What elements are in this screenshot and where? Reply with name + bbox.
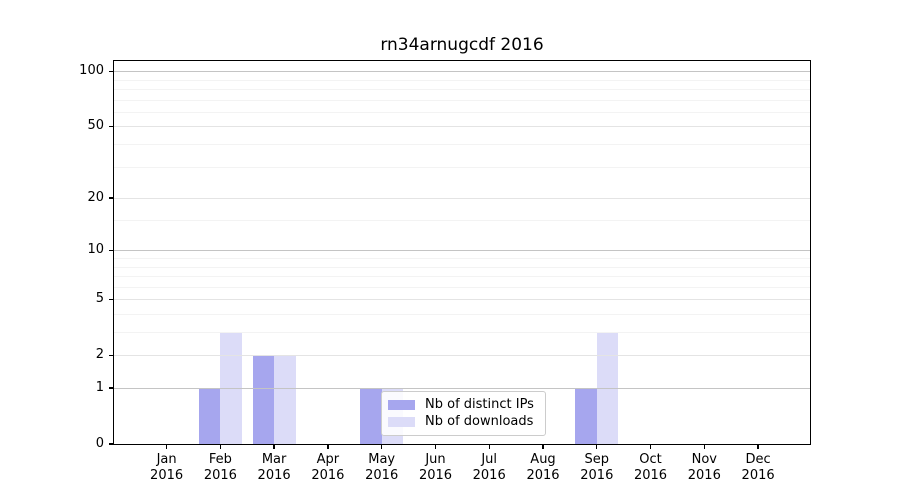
x-tick-jan <box>165 444 168 449</box>
chart-title: rn34arnugcdf 2016 <box>380 35 544 55</box>
bar-distinct-ips-feb <box>198 388 221 444</box>
bar-downloads-mar <box>274 355 296 444</box>
gridline-y-6 <box>114 286 810 288</box>
y-tick-2 <box>109 354 114 356</box>
x-tick-label-jan: Jan 2016 <box>150 452 184 483</box>
x-tick-label-sep: Sep 2016 <box>580 452 614 483</box>
x-tick-label-aug: Aug 2016 <box>526 452 560 483</box>
x-tick-label-may: May 2016 <box>365 452 399 483</box>
x-tick-sep <box>596 444 598 449</box>
x-tick-nov <box>703 444 705 449</box>
x-tick-label-feb: Feb 2016 <box>203 452 237 483</box>
gridline-y-4 <box>114 314 810 315</box>
gridline-y-7 <box>114 276 810 277</box>
y-tick-5 <box>109 298 114 300</box>
gridline-y-70 <box>114 99 810 101</box>
gridline-y-100 <box>114 71 810 73</box>
x-tick-label-dec: Dec 2016 <box>741 452 775 483</box>
y-tick-1 <box>109 387 114 389</box>
x-tick-label-apr: Apr 2016 <box>311 452 345 483</box>
gridline-y-1 <box>114 388 810 389</box>
legend-label-downloads: Nb of downloads <box>425 414 534 430</box>
gridline-y-50 <box>114 126 810 128</box>
legend-item-downloads: Nb of downloads <box>388 414 537 431</box>
y-tick-label-10: 10 <box>87 242 104 258</box>
y-tick-label-2: 2 <box>95 347 104 363</box>
legend: Nb of distinct IPs Nb of downloads <box>381 391 546 436</box>
gridline-y-3 <box>114 332 810 333</box>
x-tick-label-oct: Oct 2016 <box>633 452 668 483</box>
gridline-y-2 <box>114 355 810 357</box>
gridline-y-30 <box>114 166 810 168</box>
x-tick-label-nov: Nov 2016 <box>687 452 721 483</box>
y-tick-20 <box>109 197 114 199</box>
gridline-y-5 <box>114 299 810 301</box>
y-tick-50 <box>109 125 114 128</box>
bar-distinct-ips-may <box>360 388 382 444</box>
gridline-y-8 <box>114 266 810 268</box>
x-tick-mar <box>273 444 275 449</box>
bar-distinct-ips-sep <box>575 388 597 444</box>
y-tick-label-1: 1 <box>95 380 104 395</box>
y-tick-10 <box>109 249 114 251</box>
gridline-y-20 <box>114 198 810 200</box>
y-tick-100 <box>109 70 114 72</box>
y-tick-0 <box>109 443 114 445</box>
x-tick-label-jun: Jun 2016 <box>418 452 453 483</box>
x-tick-feb <box>219 444 222 449</box>
gridline-y-80 <box>114 89 810 90</box>
legend-item-distinct-ips: Nb of distinct IPs <box>388 396 537 413</box>
plot-area <box>114 61 810 444</box>
gridline-y-15 <box>114 220 810 221</box>
x-tick-apr <box>327 444 329 449</box>
y-tick-label-20: 20 <box>87 190 104 206</box>
x-tick-oct <box>649 444 652 449</box>
gridline-y-90 <box>114 79 810 81</box>
y-tick-label-0: 0 <box>95 436 104 451</box>
x-tick-label-mar: Mar 2016 <box>257 452 291 483</box>
y-tick-label-50: 50 <box>87 118 104 134</box>
x-tick-aug <box>542 444 544 449</box>
y-tick-label-5: 5 <box>95 291 104 307</box>
legend-swatch-distinct-ips <box>388 399 415 410</box>
x-tick-dec <box>757 444 759 449</box>
legend-label-distinct-ips: Nb of distinct IPs <box>425 396 534 412</box>
gridline-y-60 <box>114 111 810 113</box>
gridline-y-40 <box>114 144 810 145</box>
gridline-y-10 <box>114 250 810 252</box>
x-tick-jun <box>434 444 437 449</box>
y-tick-label-100: 100 <box>79 63 104 79</box>
x-tick-may <box>381 444 383 449</box>
gridline-y-9 <box>114 258 810 259</box>
x-tick-jul <box>488 444 490 449</box>
x-tick-label-jul: Jul 2016 <box>472 452 506 483</box>
bar-distinct-ips-mar <box>252 355 275 444</box>
legend-swatch-downloads <box>388 417 415 428</box>
